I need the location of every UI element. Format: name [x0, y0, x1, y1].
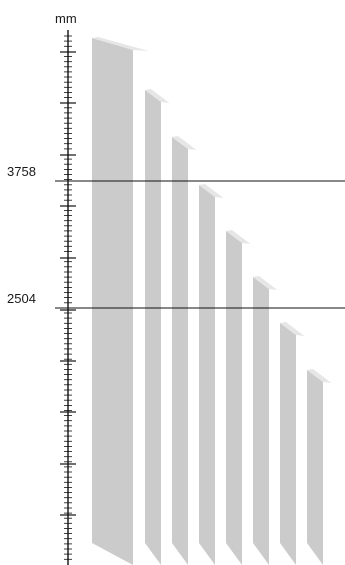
bar-block-top	[172, 136, 197, 150]
bar-block-top	[307, 369, 332, 383]
ruler	[60, 30, 76, 565]
bar-block-top	[253, 276, 278, 290]
bar-block	[92, 37, 149, 565]
bar-block	[280, 322, 305, 565]
bar-block-top	[145, 89, 170, 103]
bar-block	[199, 184, 224, 565]
bar-block-face	[172, 137, 188, 565]
reference-line-label: 2504	[7, 291, 36, 306]
ruler-ticks	[60, 35, 76, 560]
bar-block-face	[307, 370, 323, 565]
bar-block-face	[280, 323, 296, 565]
bar-block	[253, 276, 278, 565]
bar-block	[145, 89, 170, 565]
bar-block-face	[92, 38, 133, 565]
reference-lines: 3758 2504	[7, 164, 345, 309]
bar-block-top	[226, 230, 251, 244]
reference-line-group: 3758	[7, 164, 345, 182]
bar-block-face	[199, 185, 215, 565]
bar-block	[172, 136, 197, 565]
blocks-layer	[92, 37, 332, 565]
reference-line-label: 3758	[7, 164, 36, 179]
reference-line-group: 2504	[7, 291, 345, 309]
bar-block-top	[280, 322, 305, 336]
bar-block	[226, 230, 251, 565]
bar-block-top	[92, 37, 149, 51]
bar-block-top	[199, 184, 224, 198]
bar-block-face	[226, 231, 242, 565]
bar-block	[307, 369, 332, 565]
bar-block-face	[145, 90, 161, 565]
unit-label: mm	[55, 11, 77, 26]
bar-block-face	[253, 277, 269, 565]
